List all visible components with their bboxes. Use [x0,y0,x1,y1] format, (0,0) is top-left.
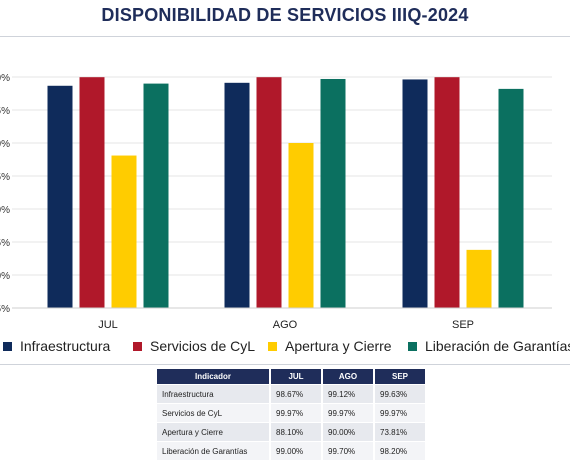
bar-sep-4 [498,88,524,308]
legend-swatch [3,341,12,351]
table-header-row: Indicador JUL AGO SEP [157,369,427,384]
page-title: DISPONIBILIDAD DE SERVICIOS IIIQ-2024 [101,5,469,25]
table-cell: 88.10% [271,422,323,441]
table-cell: 98.67% [271,384,323,403]
table-header-sep: SEP [375,369,427,384]
bar-jul-2 [79,77,105,308]
bar-ago-1 [224,82,250,308]
legend-divider [0,364,570,365]
legend-item: Infraestructura [3,338,110,354]
y-tick-label: 80% [0,205,10,216]
table-cell: 99.63% [375,384,427,403]
table-cell: 99.97% [375,403,427,422]
table-row: Servicios de CyL 99.97% 99.97% 99.97% [157,403,427,422]
legend-item: Servicios de CyL [133,338,255,354]
table-row: Liberación de Garantías 99.00% 99.70% 98… [157,441,427,460]
legend-label: Infraestructura [20,338,111,354]
table-cell: Infraestructura [157,384,271,403]
bar-ago-2 [256,77,282,308]
table-cell: Apertura y Cierre [157,422,271,441]
data-table: Indicador JUL AGO SEP Infraestructura 98… [157,369,427,460]
bar-ago-4 [320,78,346,308]
x-tick-label: AGO [273,319,298,331]
table-cell: 99.00% [271,441,323,460]
x-tick-label: SEP [452,319,474,331]
legend-item: Apertura y Cierre [268,338,392,354]
table-header-indicador: Indicador [157,369,271,384]
bar-jul-3 [111,155,137,308]
y-tick-label: 75% [0,238,10,249]
y-tick-label: 70% [0,271,10,282]
legend-swatch [408,341,417,351]
table-cell: 98.20% [375,441,427,460]
y-tick-label: 90% [0,139,10,150]
table-cell: 73.81% [375,422,427,441]
y-axis-ticks: 65% 70% 75% 80% 85% 90% 95% 100% [0,73,10,315]
table-row: Apertura y Cierre 88.10% 90.00% 73.81% [157,422,427,441]
table-cell: Servicios de CyL [157,403,271,422]
title-divider [0,36,570,37]
bar-ago-3 [288,143,314,308]
bar-chart: 65% 70% 75% 80% 85% 90% 95% 100% JUL AGO SEP [0,73,552,331]
bar-sep-1 [402,79,428,308]
y-tick-label: 65% [0,304,10,315]
x-tick-label: JUL [98,319,118,331]
legend: Infraestructura Servicios de CyL Apertura … [0,338,570,358]
bar-jul-4 [143,83,169,308]
table-cell: 90.00% [323,422,375,441]
legend-swatch [133,341,142,351]
legend-item: Liberación de Garantías [408,338,570,354]
x-axis-ticks: JUL AGO SEP [98,319,474,331]
bars [47,77,524,308]
bar-jul-1 [47,85,73,308]
legend-swatch [268,341,277,351]
table-cell: 99.97% [323,403,375,422]
y-tick-label: 85% [0,172,10,183]
table-cell: 99.97% [271,403,323,422]
table-cell: 99.12% [323,384,375,403]
y-tick-label: 95% [0,106,10,117]
y-tick-label: 100% [0,73,10,84]
bar-sep-3 [466,249,492,308]
table-header-ago: AGO [323,369,375,384]
table-header-jul: JUL [271,369,323,384]
table-cell: Liberación de Garantías [157,441,271,460]
legend-label: Liberación de Garantías [425,338,570,354]
legend-label: Apertura y Cierre [285,338,392,354]
legend-label: Servicios de CyL [150,338,256,354]
table-row: Infraestructura 98.67% 99.12% 99.63% [157,384,427,403]
table-cell: 99.70% [323,441,375,460]
bar-sep-2 [434,77,460,308]
